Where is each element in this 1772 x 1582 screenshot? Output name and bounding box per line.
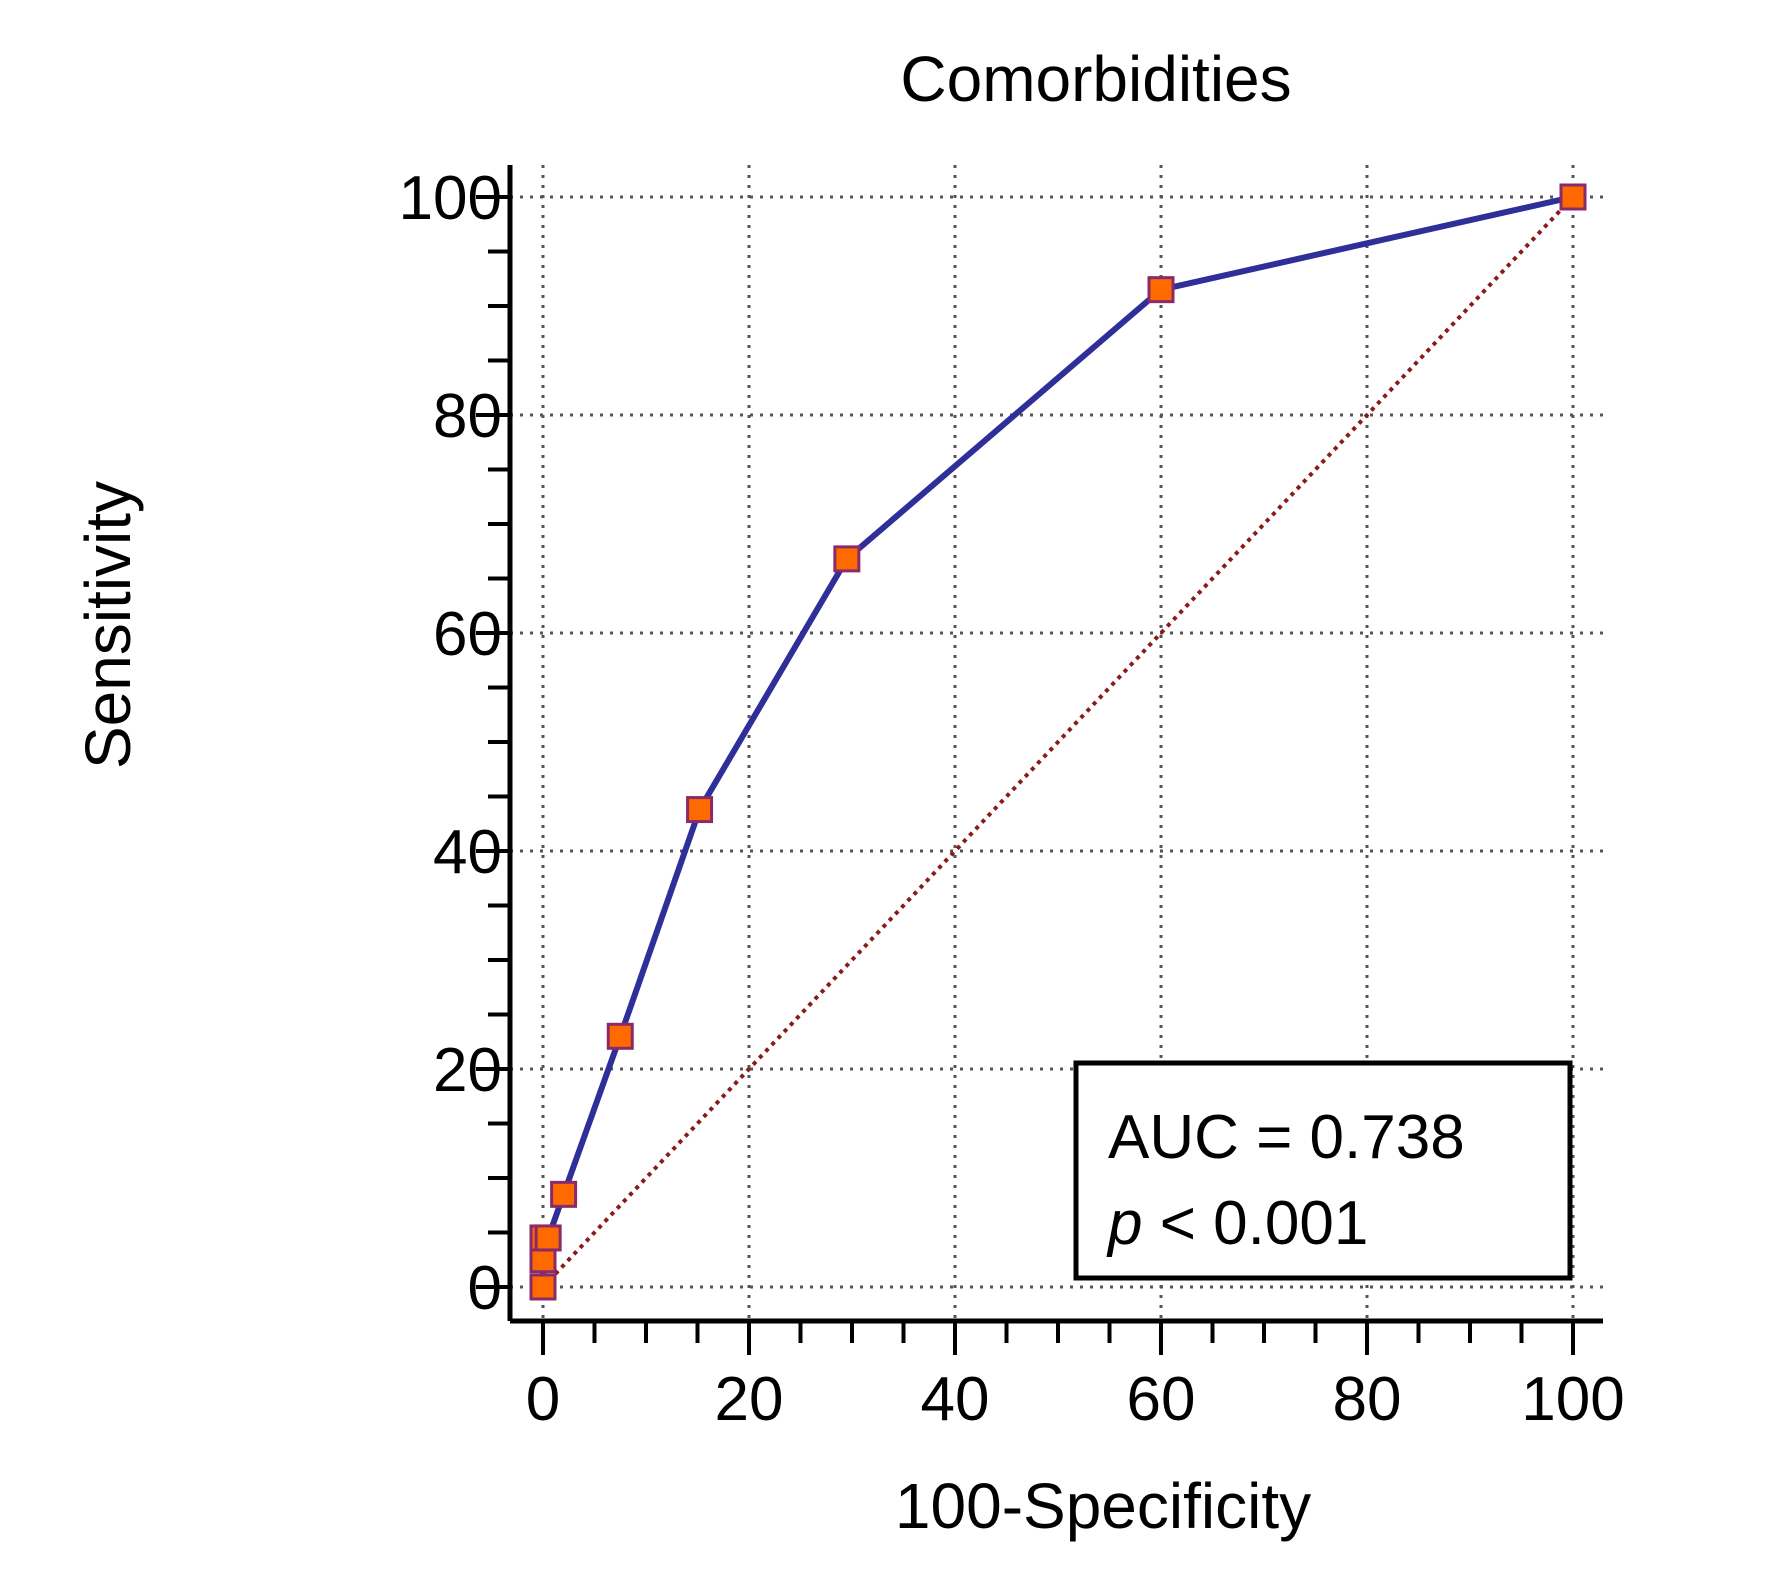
x-tick-label-0: 0	[526, 1365, 560, 1434]
chart-title: Comorbidities	[900, 43, 1291, 115]
data-point-3	[534, 1224, 562, 1252]
reference-line	[541, 195, 1575, 1289]
y-axis-label: Sensitivity	[72, 481, 144, 769]
x-axis-ticks: 0 20 40 60 80 100	[526, 1321, 1625, 1434]
y-axis-ticks: 0 20 40 60 80 100	[399, 164, 510, 1323]
x-axis-label: 100-Specificity	[895, 1470, 1311, 1542]
data-point-8	[1147, 276, 1175, 304]
data-point-4	[550, 1180, 578, 1208]
p-symbol: p	[1106, 1189, 1142, 1258]
data-point-6	[686, 796, 714, 824]
data-point-0	[529, 1273, 557, 1301]
y-tick-label-4: 80	[433, 382, 502, 451]
data-point-9	[1559, 183, 1587, 211]
auc-box-frame	[1073, 1060, 1573, 1281]
x-tick-label-1: 20	[715, 1365, 784, 1434]
y-tick-label-2: 40	[433, 818, 502, 887]
y-tick-label-3: 60	[433, 600, 502, 669]
p-value: p < 0.001	[1106, 1189, 1368, 1258]
x-tick-label-4: 80	[1333, 1365, 1402, 1434]
p-value-text: < 0.001	[1142, 1189, 1368, 1258]
roc-curve	[529, 183, 1587, 1301]
y-tick-label-0: 0	[468, 1254, 502, 1323]
data-point-7	[833, 545, 861, 573]
data-point-5	[606, 1022, 634, 1050]
auc-box: AUC = 0.738 p < 0.001	[1073, 1060, 1573, 1281]
x-tick-label-5: 100	[1521, 1365, 1624, 1434]
auc-value: AUC = 0.738	[1108, 1103, 1465, 1172]
x-tick-label-3: 60	[1127, 1365, 1196, 1434]
reference-diagonal	[541, 195, 1575, 1289]
y-tick-label-1: 20	[433, 1036, 502, 1105]
y-tick-label-5: 100	[399, 164, 502, 233]
x-tick-label-2: 40	[921, 1365, 990, 1434]
